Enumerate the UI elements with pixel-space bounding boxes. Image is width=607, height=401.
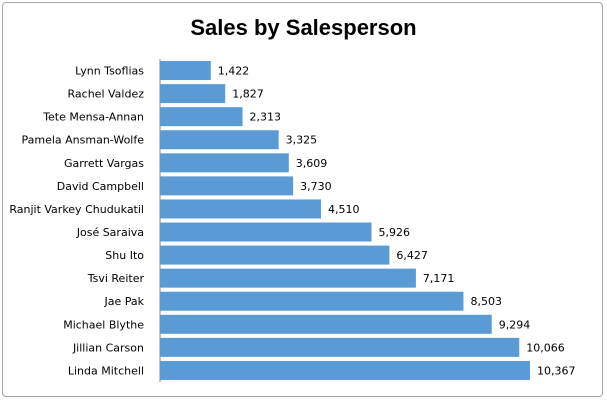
bar: [160, 222, 372, 242]
bar: [160, 360, 530, 380]
data-label: 2,313: [250, 111, 282, 124]
data-label: 5,926: [378, 226, 410, 239]
category-label: Ranjit Varkey Chudukatil: [9, 203, 144, 216]
bar: [160, 291, 464, 311]
data-label: 4,510: [328, 203, 360, 216]
category-label: Lynn Tsoflias: [75, 65, 144, 78]
bar: [160, 268, 416, 288]
data-label: 10,066: [526, 341, 565, 354]
data-label: 6,427: [396, 249, 428, 262]
category-label: Pamela Ansman-Wolfe: [22, 134, 145, 147]
bar: [160, 153, 289, 173]
category-label: Tsvi Reiter: [87, 272, 145, 285]
bar: [160, 245, 390, 265]
category-label: Rachel Valdez: [68, 88, 145, 101]
category-label: Jillian Carson: [72, 341, 144, 354]
bar: [160, 61, 211, 81]
chart-title: Sales by Salesperson: [190, 15, 417, 40]
data-label: 9,294: [499, 318, 531, 331]
category-label: José Saraiva: [76, 226, 144, 239]
category-label: David Campbell: [57, 180, 144, 193]
data-label: 1,827: [232, 88, 263, 101]
data-label: 3,730: [300, 180, 332, 193]
category-label: Tete Mensa-Annan: [42, 111, 144, 124]
data-label: 10,367: [537, 364, 576, 377]
category-label: Michael Blythe: [63, 318, 144, 331]
data-label: 7,171: [423, 272, 455, 285]
bar: [160, 314, 492, 334]
data-label: 1,422: [218, 65, 250, 78]
bar: [160, 176, 294, 196]
data-label: 8,503: [470, 295, 502, 308]
data-label: 3,609: [296, 157, 328, 170]
category-label: Garrett Vargas: [64, 157, 144, 170]
category-label: Linda Mitchell: [68, 364, 144, 377]
data-label: 3,325: [286, 134, 318, 147]
bar: [160, 337, 520, 357]
bar: [160, 84, 226, 104]
bar: [160, 107, 243, 127]
bar: [160, 130, 279, 150]
category-label: Shu Ito: [105, 249, 144, 262]
bar: [160, 199, 321, 219]
category-label: Jae Pak: [104, 295, 145, 308]
